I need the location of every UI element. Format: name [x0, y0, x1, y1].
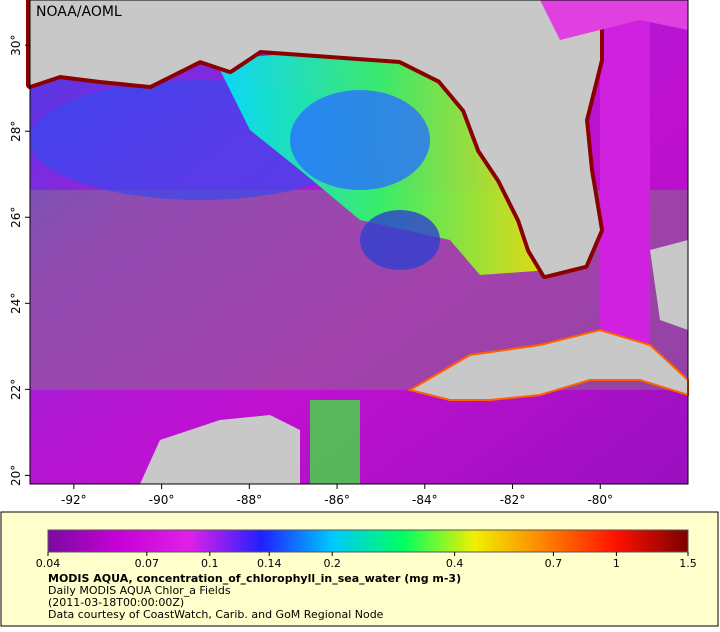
water-blue	[290, 90, 430, 190]
caption-title: MODIS AQUA, concentration_of_chlorophyll…	[48, 572, 461, 585]
x-tick-label: -88°	[237, 493, 263, 507]
colorbar-tick-label: 0.4	[446, 557, 464, 570]
axes: -92° -90° -88° -86° -84° -82° -80° 20° 22° 24° 26°…	[9, 35, 613, 507]
y-tick-label: 28°	[9, 121, 23, 142]
y-tick-label: 30°	[9, 35, 23, 56]
x-tick-label: -86°	[324, 493, 350, 507]
colorbar-tick-label: 0.2	[323, 557, 341, 570]
yucatan-bloom	[310, 400, 360, 484]
bahamas	[650, 240, 688, 330]
caption-line: Daily MODIS AQUA Chlor_a Fields	[48, 584, 231, 597]
land-north	[30, 0, 600, 275]
y-tick-label: 22°	[9, 379, 23, 400]
map-frame	[29, 0, 689, 485]
y-tick-label: 20°	[9, 465, 23, 486]
x-tick-label: -80°	[587, 493, 613, 507]
colorbar-tick-label: 0.07	[135, 557, 160, 570]
x-tick-label: -92°	[61, 493, 87, 507]
map-image	[26, 0, 689, 485]
x-tick-label: -90°	[149, 493, 175, 507]
caption-line: Data courtesy of CoastWatch, Carib. and …	[48, 608, 384, 621]
florida-current	[600, 0, 650, 380]
yucatan	[140, 415, 300, 484]
water-east	[540, 0, 688, 40]
x-tick-label: -84°	[412, 493, 438, 507]
colorbar-tick-label: 0.14	[257, 557, 282, 570]
y-tick-label: 24°	[9, 293, 23, 314]
eddy	[360, 210, 440, 270]
colorbar-tick-label: 0.04	[36, 557, 61, 570]
x-tick-label: -82°	[500, 493, 526, 507]
colorbar	[47, 529, 689, 553]
colorbar-ticks: 0.04 0.07 0.1 0.14 0.2 0.4 0.7 1 1.5	[36, 552, 697, 570]
colorbar-tick-label: 1	[613, 557, 620, 570]
colorbar-tick-label: 0.1	[201, 557, 219, 570]
caption-line: (2011-03-18T00:00:00Z)	[48, 596, 184, 609]
colorbar-tick-label: 0.7	[545, 557, 563, 570]
credit: NOAA/AOML	[36, 4, 122, 20]
colorbar-tick-label: 1.5	[679, 557, 697, 570]
y-tick-label: 26°	[9, 207, 23, 228]
